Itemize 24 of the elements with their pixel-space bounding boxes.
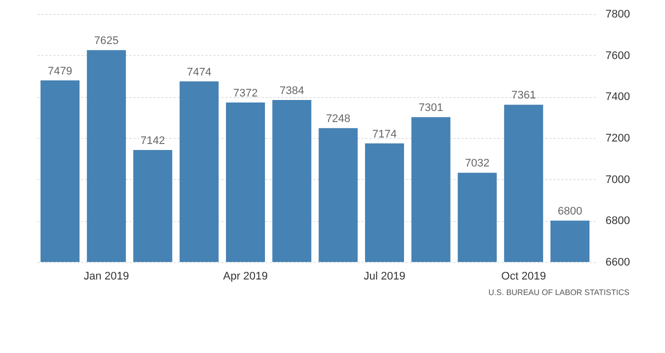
x-tick-label: Apr 2019 — [223, 270, 268, 282]
x-tick-label: Jan 2019 — [84, 270, 130, 282]
data-label: 7248 — [326, 113, 350, 126]
data-label: 7479 — [48, 65, 72, 78]
y-tick-label: 7400 — [606, 91, 630, 104]
data-label: 7361 — [511, 90, 536, 102]
data-label: 7372 — [233, 87, 258, 100]
data-label: 7625 — [94, 35, 119, 48]
y-tick-label: 7200 — [606, 132, 630, 144]
x-tick-label: Jul 2019 — [364, 270, 406, 282]
data-label: 7174 — [372, 128, 397, 140]
data-label: 7142 — [140, 134, 165, 147]
data-label: 7384 — [280, 84, 304, 97]
data-label: 7032 — [465, 158, 490, 170]
y-tick-label: 6600 — [606, 256, 630, 268]
x-tick-label: Oct 2019 — [501, 270, 546, 282]
text: U.S. BUREAU OF LABOR STATISTICS — [488, 288, 630, 297]
y-tick-label: 7000 — [606, 174, 630, 186]
data-label: 7301 — [418, 102, 444, 114]
data-label: 7474 — [186, 66, 212, 78]
y-tick-label: 7800 — [606, 8, 630, 20]
y-tick-label: 7600 — [606, 50, 630, 62]
data-label: 6800 — [558, 206, 582, 218]
y-tick-label: 6800 — [606, 215, 630, 228]
